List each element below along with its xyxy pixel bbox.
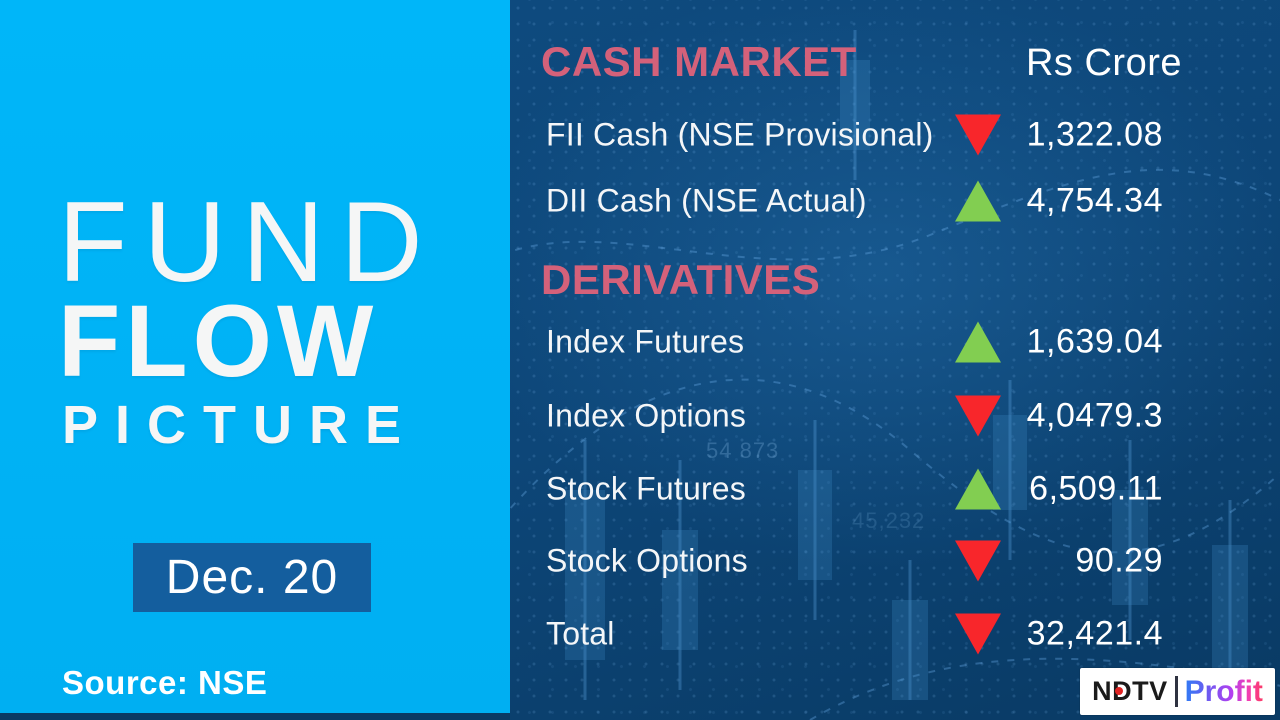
row-label: Stock Futures (546, 470, 747, 507)
row-value: 4,0479.3 (1026, 396, 1163, 435)
section-header-cash-market: CASH MARKET (541, 38, 857, 85)
row-value: 90.29 (1075, 541, 1163, 580)
ndtv-wordmark: NDTV (1092, 678, 1168, 705)
up-arrow-icon (955, 321, 1001, 363)
row-label: Total (546, 615, 615, 652)
unit-label: Rs Crore (1025, 42, 1182, 84)
row-value: 4,754.34 (1026, 181, 1163, 220)
ndtv-text: NDTV (1092, 676, 1168, 706)
ndtv-red-dot-icon (1115, 687, 1124, 695)
up-arrow-icon (955, 468, 1001, 510)
table-row-index-futures: Index Futures 1,639.04 (510, 318, 1280, 366)
table-row-index-options: Index Options 4,0479.3 (510, 392, 1280, 440)
background-number-watermark: 45,232 (852, 508, 926, 533)
title-word-picture: PICTURE (62, 395, 419, 455)
section-header-derivatives: DERIVATIVES (541, 256, 821, 303)
logo-divider (1174, 676, 1178, 707)
down-arrow-icon (955, 613, 1001, 655)
date-badge: Dec. 20 (133, 543, 371, 612)
row-value: 32,421.4 (1026, 614, 1163, 653)
date-badge-label: Dec. 20 (165, 551, 339, 604)
ndtv-profit-logo: NDTV Profit (1080, 668, 1275, 715)
row-label: Index Futures (546, 323, 745, 360)
down-arrow-icon (955, 395, 1001, 437)
row-label: Index Options (546, 397, 747, 434)
row-label: DII Cash (NSE Actual) (546, 182, 867, 219)
down-arrow-icon (955, 540, 1001, 582)
title-word-fund: FUND (58, 179, 439, 306)
source-label: Source: NSE (62, 664, 268, 701)
table-row-total: Total 32,421.4 (510, 610, 1280, 658)
data-panel: 54 873 45,232 CASH MARKET Rs Crore FII C… (510, 0, 1280, 720)
left-title-panel: FUND FLOW PICTURE Dec. 20 Source: NSE (0, 0, 510, 713)
title-word-flow: FLOW (58, 284, 379, 398)
up-arrow-icon (955, 180, 1001, 222)
down-arrow-icon (955, 114, 1001, 156)
table-row-fii-cash: FII Cash (NSE Provisional) 1,322.08 (510, 111, 1280, 159)
profit-wordmark: Profit (1184, 674, 1263, 708)
table-row-dii-cash: DII Cash (NSE Actual) 4,754.34 (510, 177, 1280, 225)
row-label: Stock Options (546, 542, 748, 579)
table-row-stock-futures: Stock Futures 6,509.11 (510, 465, 1280, 513)
row-value: 1,322.08 (1026, 115, 1163, 154)
row-value: 1,639.04 (1026, 322, 1163, 361)
table-row-stock-options: Stock Options 90.29 (510, 537, 1280, 585)
row-label: FII Cash (NSE Provisional) (546, 116, 934, 153)
background-number-watermark: 54 873 (706, 438, 780, 463)
row-value: 6,509.11 (1029, 469, 1163, 508)
